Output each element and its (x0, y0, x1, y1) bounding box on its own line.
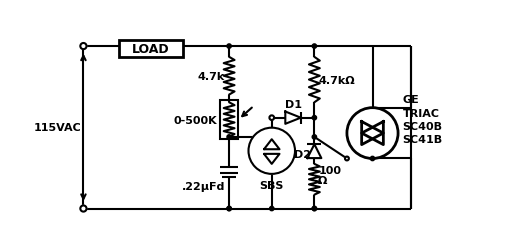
Text: 4.7kΩ: 4.7kΩ (318, 75, 355, 85)
Circle shape (80, 206, 87, 212)
Circle shape (249, 128, 295, 174)
Bar (220, 100, 238, 140)
Circle shape (270, 206, 274, 211)
Circle shape (312, 206, 316, 211)
Circle shape (345, 157, 349, 161)
Circle shape (227, 206, 232, 211)
Text: Ω: Ω (318, 175, 328, 185)
Text: D1: D1 (285, 100, 302, 110)
Circle shape (347, 108, 398, 159)
Circle shape (312, 206, 316, 211)
Text: 0-500K: 0-500K (174, 115, 218, 125)
Circle shape (312, 116, 316, 120)
Bar (119, 41, 183, 58)
Text: .22μFd: .22μFd (182, 181, 225, 191)
Text: D2: D2 (294, 150, 311, 160)
Text: GE
TRIAC
SC40B
SC41B: GE TRIAC SC40B SC41B (402, 95, 443, 144)
Circle shape (80, 44, 87, 50)
Circle shape (312, 45, 316, 49)
Circle shape (227, 206, 232, 211)
Text: LOAD: LOAD (132, 43, 170, 56)
Circle shape (312, 135, 316, 140)
Circle shape (227, 45, 232, 49)
Circle shape (227, 135, 232, 140)
Text: 4.7k: 4.7k (198, 72, 225, 82)
Circle shape (269, 116, 274, 120)
Text: 115VAC: 115VAC (33, 123, 81, 133)
Text: 100: 100 (318, 166, 341, 176)
Text: SBS: SBS (260, 180, 284, 190)
Circle shape (370, 157, 375, 161)
